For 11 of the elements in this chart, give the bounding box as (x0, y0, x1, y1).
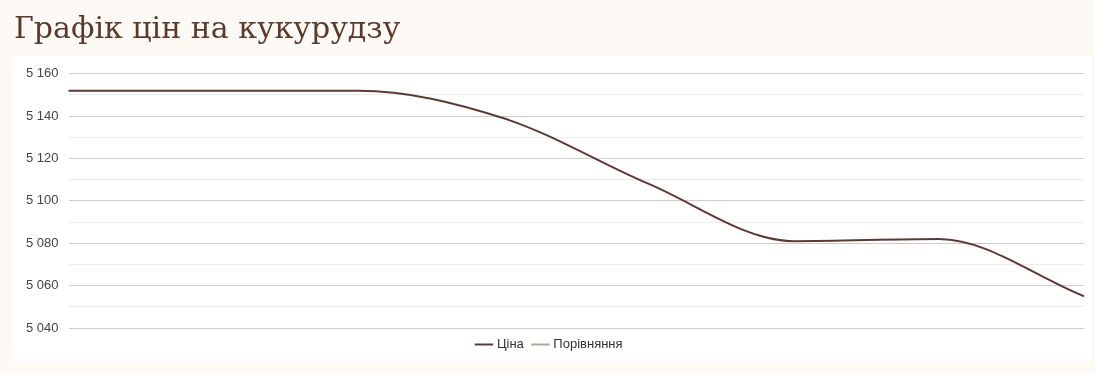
y-tick-label: 5 160 (25, 65, 59, 81)
y-tick-label: 5 140 (25, 107, 59, 123)
chart-title: Графік цін на кукурудзу (13, 9, 402, 47)
y-tick-label: 5 060 (25, 277, 59, 293)
y-tick-label: 5 080 (25, 234, 59, 250)
legend-label: Порівняння (553, 336, 623, 352)
line-series (67, 89, 1085, 298)
y-tick-label: 5 100 (25, 192, 59, 208)
y-tick-label: 5 040 (25, 319, 59, 335)
y-tick-label: 5 120 (25, 150, 59, 166)
legend-label: Ціна (496, 336, 525, 352)
